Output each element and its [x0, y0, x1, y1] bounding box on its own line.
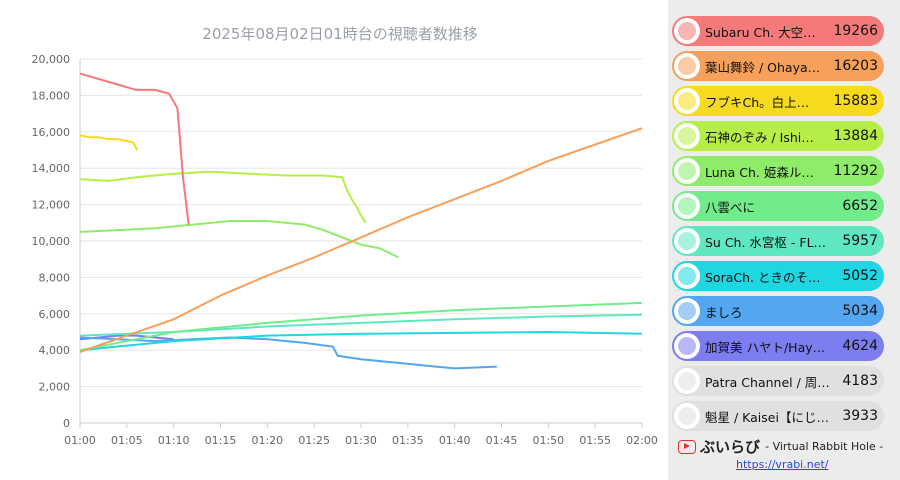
legend-value: 4624	[842, 338, 878, 354]
legend-label: 石神のぞみ / Ishi…	[705, 129, 814, 145]
legend-label: Luna Ch. 姫森ル…	[705, 164, 814, 180]
legend-value: 3933	[842, 408, 878, 424]
avatar-icon	[674, 263, 700, 289]
avatar-icon	[674, 368, 700, 394]
legend-item: フブキCh。白上… 15883	[672, 86, 884, 116]
legend-item: 魁星 / Kaisei【にじ… 3933	[672, 401, 884, 431]
avatar-icon	[674, 333, 700, 359]
legend-value: 6652	[842, 198, 878, 214]
y-tick-label: 14,000	[32, 162, 71, 175]
y-tick-label: 6,000	[39, 308, 71, 321]
play-button-icon	[678, 439, 696, 454]
y-tick-label: 12,000	[32, 199, 71, 212]
y-tick-label: 16,000	[32, 126, 71, 139]
x-tick-label: 01:30	[345, 434, 377, 447]
legend-item: ましろ 5034	[672, 296, 884, 326]
legend-item: 石神のぞみ / Ishi… 13884	[672, 121, 884, 151]
legend-value: 15883	[833, 93, 878, 109]
legend-item: 葉山舞鈴 / Ohaya… 16203	[672, 51, 884, 81]
series-line	[79, 134, 138, 151]
legend-item: Subaru Ch. 大空… 19266	[672, 16, 884, 46]
legend: Subaru Ch. 大空… 19266 葉山舞鈴 / Ohaya… 16203 フブキ…	[672, 16, 884, 440]
legend-label: 加賀美 ハヤト/Hay…	[705, 339, 826, 355]
legend-item: 八雲べに 6652	[672, 191, 884, 221]
legend-value: 4183	[842, 373, 878, 389]
legend-item: SoraCh. ときのそ… 5052	[672, 261, 884, 291]
legend-label: 魁星 / Kaisei【にじ…	[705, 409, 829, 425]
x-tick-label: 01:55	[579, 434, 611, 447]
series-line	[79, 170, 367, 224]
series-lines	[79, 72, 643, 370]
x-tick-label: 01:20	[251, 434, 283, 447]
axes: 0 2,000 4,000 6,000 8,000 10,000 12,000 14,000 1…	[32, 53, 658, 447]
series-line	[79, 127, 643, 353]
avatar-icon	[674, 18, 700, 44]
legend-label: Su Ch. 水宮枢 - FL…	[705, 234, 827, 250]
avatar-icon	[674, 228, 700, 254]
series-line	[79, 220, 399, 259]
y-tick-label: 10,000	[32, 235, 71, 248]
legend-item: Su Ch. 水宮枢 - FL… 5957	[672, 226, 884, 256]
legend-value: 11292	[833, 163, 878, 179]
x-tick-label: 01:35	[392, 434, 424, 447]
y-tick-label: 2,000	[39, 381, 71, 394]
legend-item: Patra Channel / 周… 4183	[672, 366, 884, 396]
legend-value: 5957	[842, 233, 878, 249]
x-tick-label: 01:45	[486, 434, 518, 447]
x-tick-label: 01:15	[205, 434, 237, 447]
chart-title: 2025年08月02日01時台の視聴者数推移	[202, 25, 477, 43]
legend-item: 加賀美 ハヤト/Hay… 4624	[672, 331, 884, 361]
footer-branding: ぶいらび - Virtual Rabbit Hole - https://vra…	[672, 432, 900, 480]
x-tick-label: 01:10	[158, 434, 190, 447]
brand-link[interactable]: https://vrabi.net/	[736, 458, 829, 471]
x-tick-label: 01:00	[64, 434, 96, 447]
avatar-icon	[674, 53, 700, 79]
legend-label: Subaru Ch. 大空…	[705, 24, 816, 40]
x-tick-label: 01:25	[298, 434, 330, 447]
series-line	[79, 331, 643, 352]
y-tick-label: 20,000	[32, 53, 71, 66]
legend-label: 八雲べに	[705, 199, 756, 215]
legend-label: 葉山舞鈴 / Ohaya…	[705, 59, 821, 75]
line-chart: 2025年08月02日01時台の視聴者数推移 0 2,000 4,000 6,000 8…	[32, 25, 658, 447]
avatar-icon	[674, 123, 700, 149]
x-tick-label: 01:50	[532, 434, 564, 447]
legend-label: SoraCh. ときのそ…	[705, 269, 821, 285]
legend-value: 13884	[833, 128, 878, 144]
series-line	[79, 72, 190, 225]
legend-label: Patra Channel / 周…	[705, 374, 830, 390]
y-tick-label: 18,000	[32, 89, 71, 102]
x-tick-label: 01:05	[111, 434, 143, 447]
gridlines	[80, 58, 642, 424]
brand-name: ぶいらび	[700, 438, 761, 456]
avatar-icon	[674, 193, 700, 219]
y-tick-label: 0	[63, 417, 70, 430]
chart-panel: 2025年08月02日01時台の視聴者数推移 0 2,000 4,000 6,000 8…	[0, 0, 668, 480]
y-tick-label: 8,000	[39, 271, 71, 284]
legend-value: 5052	[842, 268, 878, 284]
brand-row: ぶいらび - Virtual Rabbit Hole -	[678, 436, 883, 457]
avatar-icon	[674, 88, 700, 114]
brand-tagline: - Virtual Rabbit Hole -	[765, 440, 884, 453]
avatar-icon	[674, 298, 700, 324]
legend-value: 16203	[833, 58, 878, 74]
avatar-icon	[674, 158, 700, 184]
legend-value: 5034	[842, 303, 878, 319]
series-line	[79, 336, 497, 370]
legend-value: 19266	[833, 23, 878, 39]
series-line	[79, 301, 643, 352]
legend-item: Luna Ch. 姫森ル… 11292	[672, 156, 884, 186]
x-tick-label: 02:00	[626, 434, 658, 447]
avatar-icon	[674, 403, 700, 429]
legend-label: ましろ	[705, 304, 743, 320]
legend-label: フブキCh。白上…	[705, 94, 810, 110]
x-tick-label: 01:40	[439, 434, 471, 447]
y-tick-label: 4,000	[39, 344, 71, 357]
